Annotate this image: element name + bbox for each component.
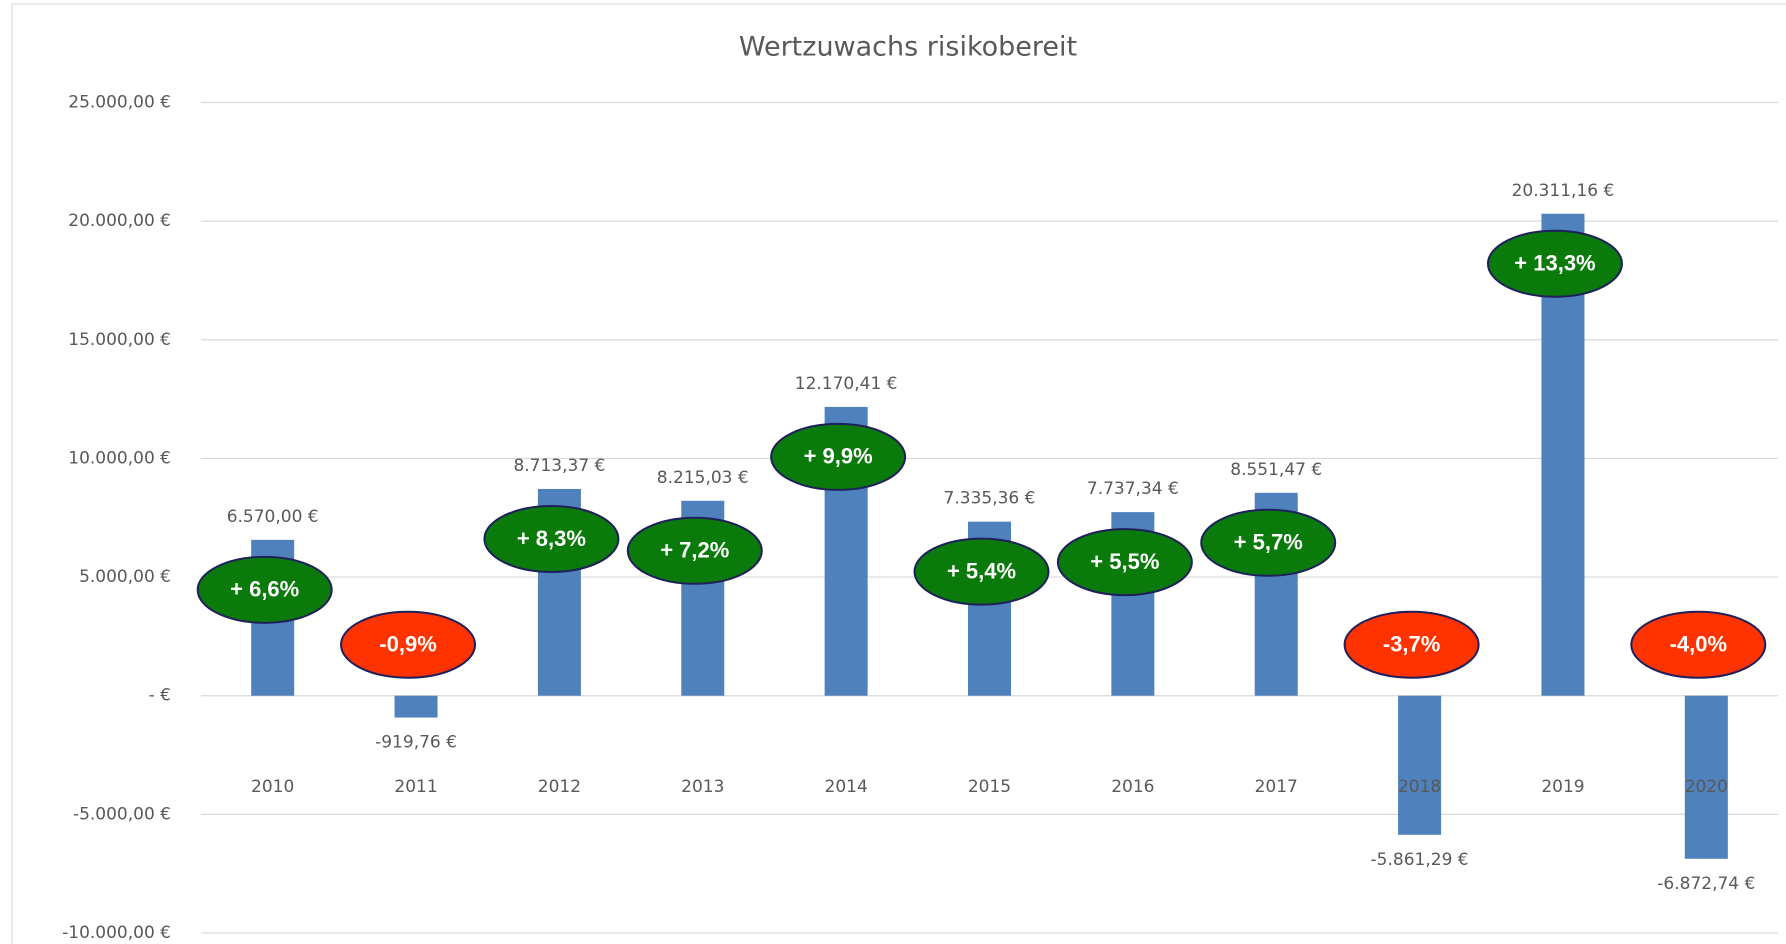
x-tick-label: 2016 xyxy=(1111,777,1154,797)
x-tick-label: 2017 xyxy=(1255,777,1298,797)
annotation-bubble xyxy=(913,537,1050,606)
annotation-bubble xyxy=(1630,610,1767,679)
data-label: 8.551,47 € xyxy=(1230,460,1322,480)
annotation: -3,7% xyxy=(1383,632,1440,657)
bar xyxy=(394,695,438,718)
x-tick-label: 2014 xyxy=(825,777,868,797)
annotation: + 13,3% xyxy=(1514,251,1595,276)
y-tick-label: 15.000,00 € xyxy=(68,330,171,350)
data-label: -919,76 € xyxy=(375,733,457,753)
x-tick-label: 2011 xyxy=(394,777,437,797)
data-label: 7.737,34 € xyxy=(1087,479,1179,499)
x-tick-label: 2010 xyxy=(251,777,294,797)
data-label: 8.713,37 € xyxy=(513,456,605,476)
data-label: 12.170,41 € xyxy=(795,374,898,394)
x-tick-label: 2018 xyxy=(1398,777,1441,797)
data-label: 8.215,03 € xyxy=(657,468,749,488)
annotation-bubble xyxy=(770,422,907,491)
x-tick-label: 2019 xyxy=(1541,777,1584,797)
data-label: 6.570,00 € xyxy=(227,507,319,527)
y-tick-label: 20.000,00 € xyxy=(68,211,171,231)
annotation-bubble xyxy=(196,555,333,624)
y-tick-label: 5.000,00 € xyxy=(79,567,171,587)
annotation: + 5,4% xyxy=(947,558,1016,583)
data-label: 20.311,16 € xyxy=(1512,181,1615,201)
x-tick-label: 2020 xyxy=(1685,777,1728,797)
annotation: + 5,5% xyxy=(1090,549,1159,574)
data-label: -6.872,74 € xyxy=(1657,874,1755,894)
y-tick-label: 25.000,00 € xyxy=(68,93,171,113)
x-tick-label: 2013 xyxy=(681,777,724,797)
data-label: -5.861,29 € xyxy=(1371,850,1469,870)
annotation: -0,9% xyxy=(379,632,436,657)
y-tick-label: -5.000,00 € xyxy=(73,804,171,824)
annotation-bubble xyxy=(340,610,477,679)
y-tick-label: -10.000,00 € xyxy=(62,923,171,943)
annotation: + 6,6% xyxy=(230,577,299,602)
annotation: + 5,7% xyxy=(1234,530,1303,555)
annotation-bubble xyxy=(483,504,620,573)
bar xyxy=(1398,695,1442,835)
x-tick-label: 2012 xyxy=(538,777,581,797)
bar xyxy=(1684,695,1728,859)
annotation-bubble xyxy=(1200,508,1337,577)
annotation: + 7,2% xyxy=(660,538,729,563)
annotation: + 9,9% xyxy=(804,444,873,469)
y-tick-label: - € xyxy=(149,686,171,706)
annotation-bubble xyxy=(626,516,763,585)
annotation: -4,0% xyxy=(1670,632,1727,657)
data-label: 7.335,36 € xyxy=(944,489,1036,509)
y-tick-label: 10.000,00 € xyxy=(68,448,171,468)
annotation-bubble xyxy=(1486,229,1623,298)
annotation-bubble xyxy=(1056,528,1193,597)
x-tick-label: 2015 xyxy=(968,777,1011,797)
annotation-bubble xyxy=(1343,610,1480,679)
annotation: + 8,3% xyxy=(517,526,586,551)
chart-frame xyxy=(11,3,1786,944)
chart-title: Wertzuwachs risikobereit xyxy=(739,32,1077,63)
